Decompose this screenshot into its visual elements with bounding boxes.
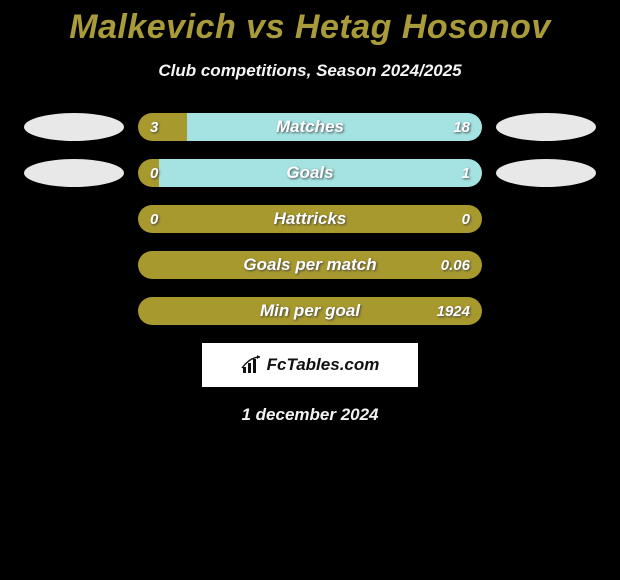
stat-row: 1924Min per goal xyxy=(0,297,620,325)
stat-bar: 318Matches xyxy=(138,113,482,141)
team-badge-left xyxy=(24,297,124,325)
team-badge-left xyxy=(24,205,124,233)
stat-value-right: 0 xyxy=(462,205,470,233)
team-badge-left xyxy=(24,251,124,279)
team-badge-right xyxy=(496,113,596,141)
stat-row: 01Goals xyxy=(0,159,620,187)
subtitle: Club competitions, Season 2024/2025 xyxy=(0,61,620,81)
stat-value-right: 1 xyxy=(462,159,470,187)
team-badge-right xyxy=(496,159,596,187)
team-badge-right xyxy=(496,251,596,279)
comparison-card: Malkevich vs Hetag Hosonov Club competit… xyxy=(0,0,620,425)
stat-row: 0.06Goals per match xyxy=(0,251,620,279)
stat-value-right: 18 xyxy=(453,113,470,141)
bar-segment-left xyxy=(138,205,482,233)
stat-value-right: 1924 xyxy=(437,297,470,325)
bar-segment-right xyxy=(187,113,482,141)
barchart-icon xyxy=(241,355,263,375)
team-badge-left xyxy=(24,113,124,141)
bar-segment-left xyxy=(138,113,187,141)
title: Malkevich vs Hetag Hosonov xyxy=(0,8,620,47)
stat-bar: 0.06Goals per match xyxy=(138,251,482,279)
bar-segment-left xyxy=(138,297,482,325)
bar-segment-right xyxy=(159,159,482,187)
stat-value-left: 0 xyxy=(150,159,158,187)
stat-row: 00Hattricks xyxy=(0,205,620,233)
stat-bar: 01Goals xyxy=(138,159,482,187)
stat-bar: 00Hattricks xyxy=(138,205,482,233)
stat-value-left: 3 xyxy=(150,113,158,141)
stats-list: 318Matches01Goals00Hattricks0.06Goals pe… xyxy=(0,113,620,325)
logo-box[interactable]: FcTables.com xyxy=(202,343,418,387)
date: 1 december 2024 xyxy=(0,405,620,425)
stat-bar: 1924Min per goal xyxy=(138,297,482,325)
stat-value-left: 0 xyxy=(150,205,158,233)
stat-row: 318Matches xyxy=(0,113,620,141)
bar-segment-left xyxy=(138,251,482,279)
team-badge-left xyxy=(24,159,124,187)
stat-value-right: 0.06 xyxy=(441,251,470,279)
team-badge-right xyxy=(496,297,596,325)
logo-text: FcTables.com xyxy=(267,355,380,375)
team-badge-right xyxy=(496,205,596,233)
